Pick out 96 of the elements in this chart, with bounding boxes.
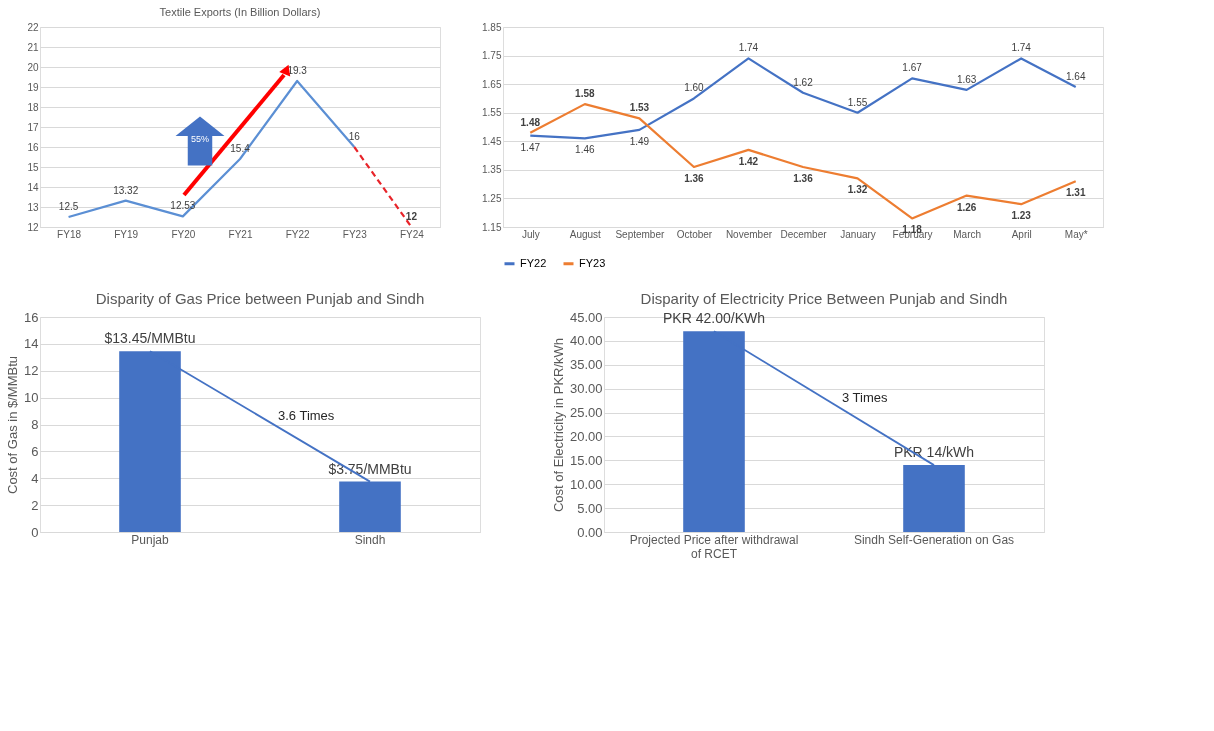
data-label: 1.58	[575, 88, 595, 100]
y-tick-label: 12	[27, 221, 39, 233]
data-label: 1.62	[793, 76, 814, 88]
y-tick-label: 8	[31, 417, 39, 432]
data-label: 1.48	[520, 116, 541, 128]
x-tick-label: August	[569, 228, 602, 240]
data-label: 1.36	[684, 173, 705, 184]
x-tick-label: July	[521, 228, 540, 240]
y-tick-label: 1.75	[482, 50, 502, 62]
data-label: 12.5	[58, 201, 79, 212]
y-tick-label: 16	[24, 309, 39, 325]
y-tick-label: 5.00	[577, 500, 603, 516]
y-tick-label: 14	[24, 336, 39, 352]
chart-title: Textile Exports (In Billion Dollars)	[159, 6, 321, 18]
x-tick-label: Sindh	[354, 532, 386, 547]
x-tick-label: March	[953, 228, 982, 240]
y-tick-label: 21	[27, 41, 39, 53]
x-tick-label: April	[1011, 228, 1032, 240]
y-tick-label: 1.45	[482, 135, 502, 147]
x-tick-label: December	[780, 228, 828, 240]
data-label: $13.45/MMBtu	[104, 330, 196, 347]
y-tick-label: 19	[27, 81, 39, 93]
y-tick-label: 1.85	[482, 21, 502, 33]
data-label: 16	[348, 131, 361, 142]
x-tick-label: Projected Price after withdrawal of RCET	[629, 532, 799, 561]
data-label: 1.60	[684, 82, 705, 94]
data-label: 1.26	[956, 201, 977, 213]
x-tick-label: FY23	[342, 228, 368, 240]
annotation: 3 Times	[842, 390, 889, 406]
y-tick-label: 35.00	[569, 357, 603, 373]
y-tick-label: 13	[27, 201, 39, 213]
y-tick-label: 0	[31, 524, 39, 540]
data-label: 1.36	[793, 173, 814, 184]
y-tick-label: 20.00	[569, 428, 603, 444]
y-tick-label: 25.00	[569, 405, 603, 421]
x-tick-label: Punjab	[131, 532, 169, 547]
x-tick-label: November	[725, 228, 773, 240]
data-label: 13.32	[113, 184, 139, 196]
y-tick-label: 30.00	[569, 381, 603, 397]
y-tick-label: 6	[31, 443, 39, 459]
y-tick-label: 17	[27, 121, 39, 133]
data-label: 1.31	[1065, 187, 1086, 199]
y-tick-label: 14	[27, 181, 39, 193]
y-tick-label: 1.15	[482, 221, 502, 233]
y-tick-label: 40.00	[569, 333, 603, 349]
y-tick-label: 22	[27, 21, 39, 33]
y-tick-label: 20	[27, 61, 39, 73]
x-tick-label: FY20	[171, 228, 196, 240]
y-tick-label: 1.35	[482, 164, 502, 176]
x-tick-label: May*	[1064, 228, 1088, 240]
chart-title: Disparity of Gas Price between Punjab and Sindh	[95, 290, 425, 307]
data-label: 1.74	[1011, 42, 1032, 54]
data-label: PKR 42.00/KWh	[663, 310, 765, 327]
annotation: 55%	[190, 134, 210, 144]
annotation: 3.6 Times	[278, 408, 335, 424]
chart-title: Disparity of Electricity Price Between Punjab and Sindh	[640, 290, 1008, 307]
data-label: 12	[405, 211, 418, 222]
y-tick-label: 15	[27, 161, 39, 173]
x-tick-label: Sindh Self-Generation on Gas	[853, 532, 1015, 547]
legend-label: FY22	[520, 256, 547, 269]
y-tick-label: 45.00	[569, 309, 603, 325]
data-label: 1.46	[575, 144, 595, 156]
y-axis-title: Cost of Electricity in PKR/kWh	[550, 337, 566, 513]
y-tick-label: 4	[31, 470, 39, 486]
data-label: 1.74	[738, 42, 759, 54]
y-tick-label: 0.00	[577, 524, 603, 540]
data-label: 1.23	[1011, 210, 1032, 222]
y-axis-title: Cost of Gas in $/MMBtu	[5, 356, 21, 494]
data-label: 1.67	[902, 62, 923, 74]
data-label: 1.64	[1065, 71, 1086, 82]
y-tick-label: 1.65	[482, 78, 502, 90]
y-tick-label: 16	[27, 141, 39, 153]
x-tick-label: FY24	[399, 228, 425, 240]
x-tick-label: FY22	[285, 228, 311, 240]
y-tick-label: 1.25	[482, 192, 502, 204]
y-tick-label: 1.55	[482, 107, 502, 119]
data-label: 1.47	[520, 141, 541, 153]
data-label: 1.53	[629, 102, 650, 114]
y-tick-label: 15.00	[569, 452, 603, 468]
x-tick-label: FY18	[57, 228, 82, 240]
data-label: 1.32	[847, 184, 868, 196]
data-label: 1.55	[847, 96, 868, 108]
y-tick-label: 10	[24, 390, 39, 406]
x-tick-label: FY19	[114, 228, 139, 240]
x-tick-label: FY21	[228, 228, 253, 240]
y-tick-label: 18	[27, 101, 39, 113]
data-label: 1.63	[956, 73, 977, 85]
x-tick-label: September	[615, 228, 665, 240]
y-tick-label: 2	[31, 497, 39, 513]
data-label: 1.49	[629, 135, 650, 147]
x-tick-label: January	[840, 228, 876, 240]
data-label: 1.42	[738, 155, 759, 167]
legend-label: FY23	[579, 256, 606, 269]
y-tick-label: 10.00	[569, 476, 603, 492]
x-tick-label: October	[676, 228, 713, 240]
y-tick-label: 12	[24, 363, 39, 379]
